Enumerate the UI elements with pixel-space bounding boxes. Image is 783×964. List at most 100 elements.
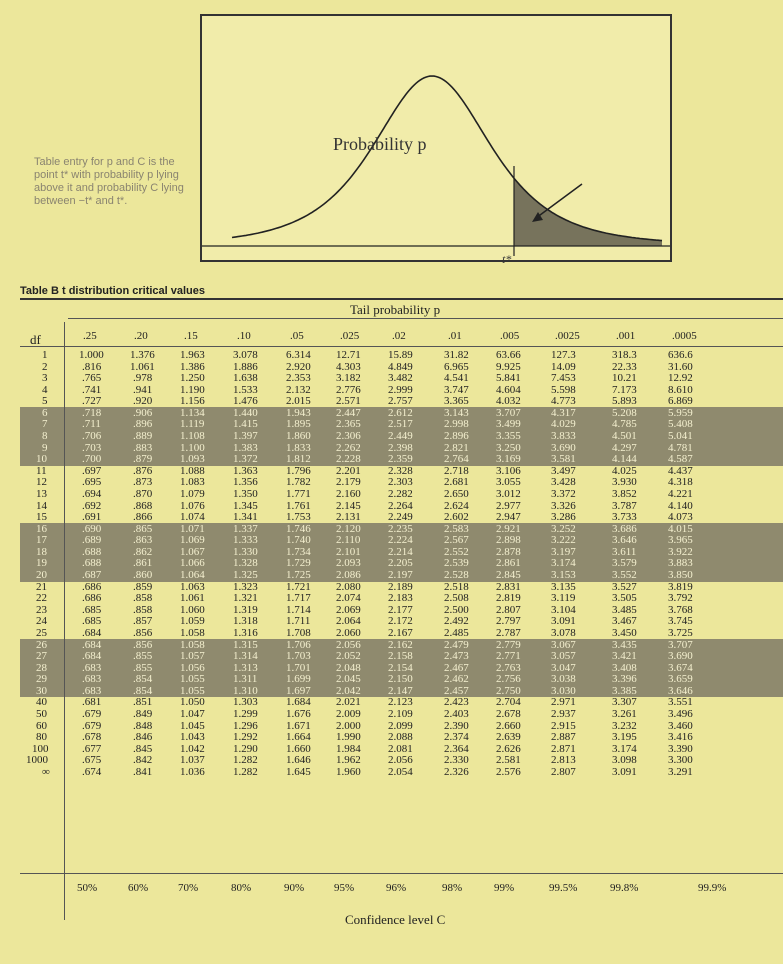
- critical-value-cell: 2.110: [336, 534, 361, 547]
- critical-value-cell: 3.252: [551, 522, 576, 535]
- confidence-level-cell: 99.9%: [698, 882, 727, 894]
- critical-value-cell: 2.552: [444, 545, 469, 558]
- critical-value-cell: 1.325: [233, 569, 258, 582]
- critical-value-cell: 3.232: [612, 719, 637, 732]
- critical-value-cell: 3.747: [444, 383, 469, 396]
- df-cell: 1000: [26, 754, 48, 767]
- tail-prob-header: .025: [340, 330, 360, 342]
- critical-value-cell: .870: [133, 487, 153, 500]
- critical-value-cell: 2.639: [496, 731, 521, 744]
- critical-value-cell: .765: [82, 372, 102, 385]
- table-row: 26 .684 .856 1.058 1.315 1.706 2.056 2.162 2.479…: [0, 638, 783, 652]
- critical-value-cell: 3.197: [551, 545, 576, 558]
- critical-value-cell: 1.725: [286, 569, 311, 582]
- probability-label: Probability p: [333, 134, 427, 154]
- critical-value-cell: .879: [133, 453, 153, 466]
- critical-value-cell: 3.499: [496, 418, 521, 431]
- critical-value-cell: 1.328: [233, 557, 258, 570]
- critical-value-cell: 3.965: [668, 534, 693, 547]
- critical-value-cell: 1.100: [180, 441, 205, 454]
- critical-value-cell: 2.896: [444, 430, 469, 443]
- critical-value-cell: 3.674: [668, 661, 693, 674]
- critical-value-cell: 2.228: [336, 453, 361, 466]
- critical-value-cell: 3.372: [551, 487, 576, 500]
- critical-value-cell: .684: [82, 638, 102, 651]
- critical-value-cell: 3.300: [668, 754, 693, 767]
- critical-value-cell: 2.205: [388, 557, 413, 570]
- critical-value-cell: 2.123: [388, 696, 413, 709]
- critical-value-cell: 2.750: [496, 684, 521, 697]
- critical-value-cell: .686: [82, 580, 102, 593]
- critical-value-cell: 1.058: [180, 638, 205, 651]
- critical-value-cell: 22.33: [612, 360, 637, 373]
- critical-value-cell: 1.282: [233, 754, 258, 767]
- critical-value-cell: 7.453: [551, 372, 576, 385]
- critical-value-cell: 2.052: [336, 650, 361, 663]
- critical-value-cell: 1.703: [286, 650, 311, 663]
- critical-value-cell: 4.849: [388, 360, 413, 373]
- critical-value-cell: 1.060: [180, 603, 205, 616]
- critical-value-cell: 2.576: [496, 765, 521, 778]
- critical-value-cell: .694: [82, 487, 102, 500]
- critical-value-cell: 2.626: [496, 742, 521, 755]
- critical-value-cell: 8.610: [668, 383, 693, 396]
- critical-value-cell: 3.030: [551, 684, 576, 697]
- critical-value-cell: 3.833: [551, 430, 576, 443]
- critical-value-cell: 2.054: [388, 765, 413, 778]
- critical-value-cell: .856: [133, 638, 153, 651]
- critical-value-cell: 4.221: [668, 487, 693, 500]
- critical-value-cell: 1.701: [286, 661, 311, 674]
- critical-value-cell: 7.173: [612, 383, 637, 396]
- table-row: 16 .690 .865 1.071 1.337 1.746 2.120 2.235 2.583…: [0, 522, 783, 536]
- critical-value-cell: 3.497: [551, 464, 576, 477]
- critical-value-cell: 1.729: [286, 557, 311, 570]
- critical-value-cell: 3.307: [612, 696, 637, 709]
- critical-value-cell: 2.074: [336, 592, 361, 605]
- critical-value-cell: 2.479: [444, 638, 469, 651]
- table-row: 17 .689 .863 1.069 1.333 1.740 2.110 2.224 2.567…: [0, 535, 783, 547]
- df-cell: 24: [36, 615, 47, 628]
- df-cell: 40: [36, 696, 47, 709]
- critical-value-cell: 2.462: [444, 673, 469, 686]
- critical-value-cell: 3.119: [551, 592, 576, 605]
- table-row: 22 .686 .858 1.061 1.321 1.717 2.074 2.183 2.508…: [0, 593, 783, 605]
- critical-value-cell: 2.807: [496, 603, 521, 616]
- probability-arrow: [535, 183, 583, 219]
- critical-value-cell: .678: [82, 731, 102, 744]
- critical-value-cell: 1.156: [180, 395, 205, 408]
- critical-value-cell: 3.067: [551, 638, 576, 651]
- critical-value-cell: 2.145: [336, 499, 361, 512]
- critical-value-cell: 2.999: [388, 383, 413, 396]
- critical-value-cell: 3.646: [668, 684, 693, 697]
- density-curve-figure: [200, 14, 672, 262]
- critical-value-cell: 2.831: [496, 580, 521, 593]
- critical-value-cell: 3.725: [668, 626, 693, 639]
- critical-value-cell: 1.063: [180, 580, 205, 593]
- critical-value-cell: 1.314: [233, 650, 258, 663]
- critical-value-cell: 1.058: [180, 626, 205, 639]
- critical-value-cell: .851: [133, 696, 153, 709]
- critical-value-cell: 3.527: [612, 580, 637, 593]
- critical-value-cell: 3.467: [612, 615, 637, 628]
- critical-value-cell: 2.492: [444, 615, 469, 628]
- critical-value-cell: 10.21: [612, 372, 637, 385]
- critical-value-cell: .841: [133, 765, 153, 778]
- df-cell: 9: [42, 441, 48, 454]
- critical-value-cell: 3.690: [551, 441, 576, 454]
- critical-value-cell: 2.167: [388, 626, 413, 639]
- critical-value-cell: 2.813: [551, 754, 576, 767]
- critical-value-cell: 1.363: [233, 464, 258, 477]
- critical-value-cell: 1.645: [286, 765, 311, 778]
- critical-value-cell: 2.977: [496, 499, 521, 512]
- table-row: 11 .697 .876 1.088 1.363 1.796 2.201 2.328 2.718…: [0, 464, 783, 478]
- critical-value-cell: 3.435: [612, 638, 637, 651]
- critical-value-cell: 2.878: [496, 545, 521, 558]
- critical-value-cell: 3.819: [668, 580, 693, 593]
- critical-value-cell: 5.841: [496, 372, 521, 385]
- confidence-level-cell: 96%: [386, 882, 407, 894]
- df-cell: 20: [36, 569, 47, 582]
- critical-value-cell: 127.3: [551, 349, 576, 361]
- critical-value-cell: 1.321: [233, 592, 258, 605]
- df-cell: 21: [36, 580, 47, 593]
- critical-value-cell: 1.057: [180, 650, 205, 663]
